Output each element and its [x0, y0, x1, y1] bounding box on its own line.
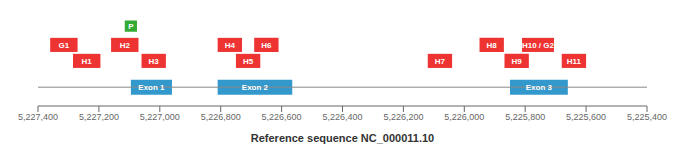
- svg-text:Exon 2: Exon 2: [242, 83, 269, 92]
- svg-text:5,225,800: 5,225,800: [505, 112, 545, 122]
- svg-text:H2: H2: [120, 41, 131, 50]
- svg-text:H10 / G2: H10 / G2: [522, 41, 555, 50]
- svg-text:5,227,000: 5,227,000: [140, 112, 180, 122]
- svg-text:5,225,600: 5,225,600: [566, 112, 606, 122]
- svg-text:H9: H9: [512, 57, 523, 66]
- svg-text:5,226,800: 5,226,800: [201, 112, 241, 122]
- svg-text:5,227,400: 5,227,400: [18, 112, 58, 122]
- svg-text:5,227,200: 5,227,200: [79, 112, 119, 122]
- svg-text:Reference sequence NC_000011.1: Reference sequence NC_000011.10: [251, 132, 434, 144]
- svg-text:H8: H8: [487, 41, 498, 50]
- svg-text:H4: H4: [225, 41, 236, 50]
- svg-text:5,225,400: 5,225,400: [627, 112, 667, 122]
- svg-text:5,226,200: 5,226,200: [383, 112, 423, 122]
- svg-text:5,226,400: 5,226,400: [322, 112, 362, 122]
- svg-text:H3: H3: [149, 57, 160, 66]
- svg-text:5,226,600: 5,226,600: [262, 112, 302, 122]
- svg-text:H11: H11: [567, 57, 582, 66]
- svg-text:Exon 3: Exon 3: [526, 83, 553, 92]
- svg-text:H6: H6: [261, 41, 272, 50]
- svg-text:G1: G1: [59, 41, 70, 50]
- svg-text:H7: H7: [435, 57, 446, 66]
- svg-text:Exon 1: Exon 1: [138, 83, 165, 92]
- svg-text:5,226,000: 5,226,000: [444, 112, 484, 122]
- svg-text:P: P: [128, 22, 134, 31]
- svg-text:H1: H1: [82, 57, 93, 66]
- svg-text:H5: H5: [243, 57, 254, 66]
